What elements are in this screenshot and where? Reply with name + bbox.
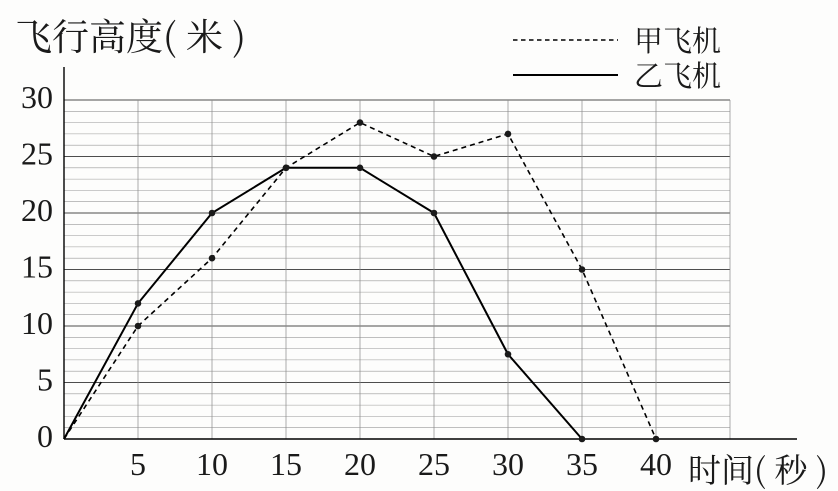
svg-text:25: 25 (21, 136, 53, 172)
svg-text:40: 40 (640, 446, 672, 482)
svg-text:20: 20 (344, 446, 376, 482)
svg-text:25: 25 (418, 446, 450, 482)
svg-text:时间( 秒 ): 时间( 秒 ) (688, 445, 828, 491)
svg-text:15: 15 (270, 446, 302, 482)
svg-text:30: 30 (492, 446, 524, 482)
svg-text:乙飞机: 乙飞机 (634, 54, 721, 95)
svg-text:15: 15 (21, 249, 53, 285)
svg-text:20: 20 (21, 192, 53, 228)
svg-text:0: 0 (37, 418, 53, 454)
svg-text:10: 10 (21, 305, 53, 341)
svg-text:35: 35 (566, 446, 598, 482)
svg-text:30: 30 (21, 79, 53, 115)
svg-text:5: 5 (130, 446, 146, 482)
svg-text:10: 10 (196, 446, 228, 482)
svg-text:飞行高度( 米 ): 飞行高度( 米 ) (15, 7, 246, 61)
svg-text:5: 5 (37, 362, 53, 398)
